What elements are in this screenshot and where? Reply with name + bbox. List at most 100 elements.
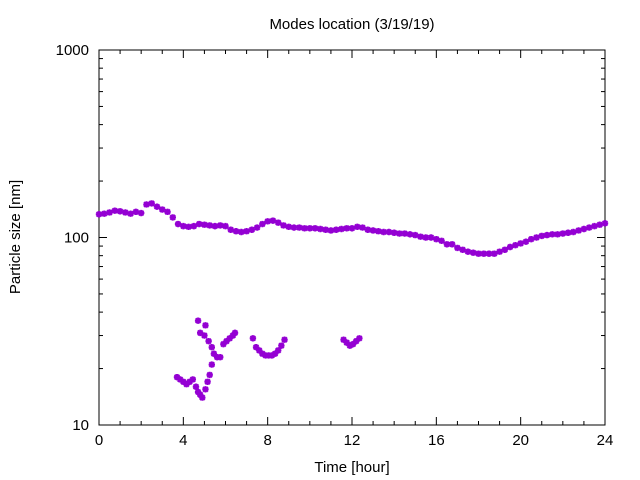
data-point — [206, 222, 213, 229]
data-point — [390, 229, 398, 236]
data-point — [353, 337, 360, 345]
data-point — [396, 230, 403, 237]
data-point — [401, 230, 408, 237]
data-point — [238, 228, 245, 236]
axes: 0 4 8 12 16 20 24 10 100 1000 — [56, 42, 614, 449]
data-point — [189, 376, 197, 383]
data-point — [248, 226, 256, 233]
data-point — [101, 210, 108, 217]
data-point — [280, 222, 287, 229]
data-point — [564, 229, 572, 236]
data-point — [243, 228, 250, 235]
data-point — [375, 228, 382, 235]
data-point — [454, 244, 461, 252]
data-point — [122, 209, 129, 216]
y-axis-label: Particle size [nm] — [7, 180, 24, 294]
data-point — [269, 217, 277, 224]
data-point — [438, 237, 445, 245]
data-point — [346, 342, 354, 349]
y-tick-label: 10 — [72, 417, 89, 434]
data-point — [417, 233, 424, 240]
data-point — [475, 250, 482, 257]
data-point — [317, 225, 324, 233]
data-point — [186, 378, 193, 385]
data-point — [278, 342, 285, 349]
data-point — [290, 224, 298, 231]
x-tick-label: 12 — [344, 432, 361, 449]
data-point — [506, 243, 514, 251]
data-point — [271, 350, 279, 357]
data-point — [448, 241, 456, 248]
data-point — [211, 222, 219, 230]
data-point — [220, 340, 227, 348]
data-point — [116, 208, 124, 215]
data-point — [522, 238, 530, 245]
y-tick-label: 1000 — [56, 42, 89, 59]
data-point — [183, 381, 190, 388]
data-point — [202, 386, 209, 393]
data-point — [223, 337, 230, 345]
y-tick-label: 100 — [64, 230, 89, 247]
data-point — [164, 208, 171, 216]
data-point — [275, 219, 282, 226]
data-point — [208, 343, 216, 351]
data-point — [427, 234, 435, 241]
data-point — [222, 222, 229, 230]
data-point — [343, 225, 350, 232]
data-point — [201, 332, 208, 339]
data-point — [412, 231, 419, 239]
data-point — [194, 317, 202, 324]
data-point — [575, 227, 582, 234]
data-point — [190, 222, 198, 230]
data-point — [343, 339, 350, 346]
data-point — [327, 227, 335, 234]
data-point — [340, 336, 347, 343]
data-point — [143, 201, 150, 208]
data-point — [169, 214, 176, 221]
data-point — [554, 231, 561, 238]
data-point — [338, 225, 345, 233]
data-point — [601, 220, 609, 227]
data-point — [538, 232, 545, 240]
x-tick-label: 8 — [263, 432, 271, 449]
data-point — [281, 336, 288, 343]
data-point — [528, 235, 535, 243]
data-point — [380, 228, 387, 236]
data-point — [148, 200, 155, 207]
data-point — [180, 222, 187, 230]
data-point — [264, 218, 271, 225]
data-point — [252, 343, 260, 351]
data-point — [501, 246, 509, 253]
data-point — [485, 250, 493, 257]
data-point — [259, 220, 266, 228]
data-point — [496, 248, 503, 255]
data-point — [356, 335, 363, 342]
data-point — [580, 225, 588, 233]
data-point — [249, 335, 257, 342]
data-point — [348, 225, 356, 232]
data-point — [268, 352, 276, 359]
data-point — [364, 226, 372, 233]
data-point — [533, 234, 540, 241]
data-point — [296, 224, 303, 231]
data-point — [194, 388, 202, 396]
data-point — [205, 337, 212, 345]
data-point — [311, 225, 319, 232]
data-point — [354, 223, 361, 231]
data-point — [137, 209, 145, 217]
data-point — [111, 207, 119, 214]
x-tick-label: 20 — [512, 432, 529, 449]
data-point — [199, 394, 206, 401]
data-point — [301, 225, 308, 232]
data-point — [306, 225, 314, 232]
data-point — [174, 220, 182, 228]
data-point — [322, 226, 329, 233]
data-point — [192, 383, 200, 390]
data-marks — [95, 200, 609, 401]
data-point — [480, 250, 487, 257]
data-point — [369, 227, 377, 234]
data-point — [208, 361, 216, 368]
data-point — [173, 373, 181, 381]
data-point — [433, 235, 440, 243]
